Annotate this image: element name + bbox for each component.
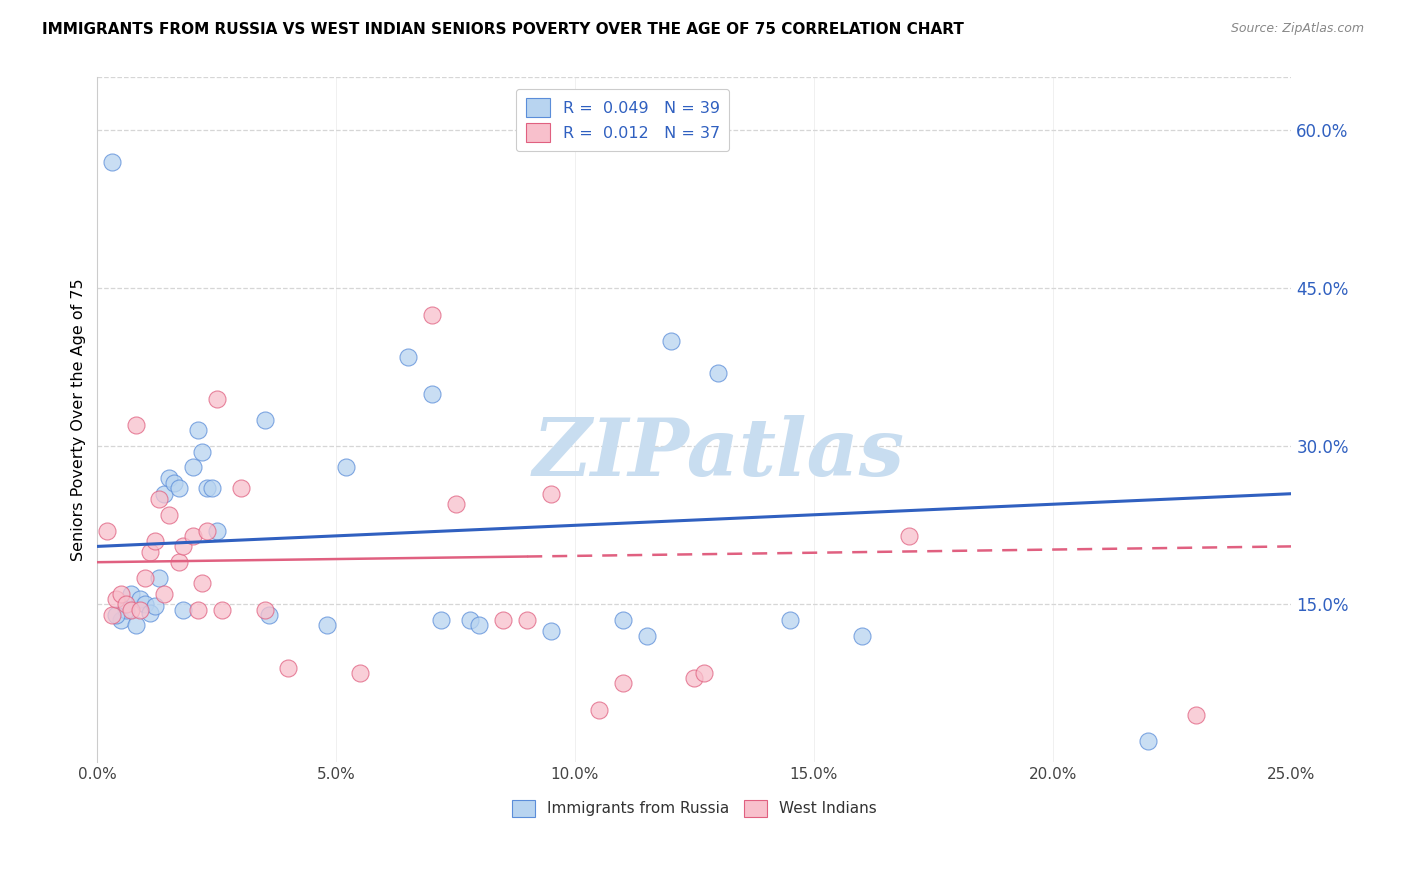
Point	[707, 366, 730, 380]
Point	[120, 587, 142, 601]
Point	[134, 598, 156, 612]
Point	[134, 571, 156, 585]
Point	[157, 471, 180, 485]
Point	[612, 676, 634, 690]
Point	[105, 607, 128, 622]
Point	[851, 629, 873, 643]
Point	[143, 534, 166, 549]
Point	[898, 529, 921, 543]
Point	[120, 602, 142, 616]
Point	[181, 460, 204, 475]
Point	[659, 334, 682, 348]
Point	[588, 703, 610, 717]
Point	[229, 482, 252, 496]
Point	[100, 154, 122, 169]
Point	[396, 350, 419, 364]
Text: ZIPatlas: ZIPatlas	[533, 416, 904, 493]
Point	[516, 613, 538, 627]
Point	[187, 602, 209, 616]
Point	[458, 613, 481, 627]
Point	[349, 665, 371, 680]
Point	[115, 602, 138, 616]
Point	[148, 571, 170, 585]
Point	[335, 460, 357, 475]
Point	[167, 482, 190, 496]
Point	[129, 602, 152, 616]
Point	[124, 418, 146, 433]
Point	[683, 671, 706, 685]
Point	[444, 497, 467, 511]
Text: Source: ZipAtlas.com: Source: ZipAtlas.com	[1230, 22, 1364, 36]
Point	[148, 491, 170, 506]
Point	[315, 618, 337, 632]
Point	[191, 576, 214, 591]
Point	[191, 444, 214, 458]
Point	[153, 587, 176, 601]
Point	[153, 486, 176, 500]
Point	[1185, 708, 1208, 723]
Point	[143, 599, 166, 614]
Point	[167, 555, 190, 569]
Point	[779, 613, 801, 627]
Point	[110, 587, 132, 601]
Point	[195, 524, 218, 538]
Point	[201, 482, 224, 496]
Point	[163, 476, 186, 491]
Point	[110, 613, 132, 627]
Point	[211, 602, 233, 616]
Point	[139, 544, 162, 558]
Point	[129, 592, 152, 607]
Point	[195, 482, 218, 496]
Legend: Immigrants from Russia, West Indians: Immigrants from Russia, West Indians	[506, 793, 883, 823]
Point	[172, 540, 194, 554]
Point	[468, 618, 491, 632]
Point	[172, 602, 194, 616]
Point	[100, 607, 122, 622]
Point	[420, 386, 443, 401]
Point	[540, 624, 562, 638]
Point	[1137, 734, 1160, 748]
Point	[277, 660, 299, 674]
Point	[157, 508, 180, 522]
Point	[430, 613, 453, 627]
Point	[124, 618, 146, 632]
Y-axis label: Seniors Poverty Over the Age of 75: Seniors Poverty Over the Age of 75	[72, 278, 86, 561]
Point	[636, 629, 658, 643]
Point	[253, 413, 276, 427]
Point	[187, 424, 209, 438]
Point	[96, 524, 118, 538]
Point	[139, 606, 162, 620]
Text: IMMIGRANTS FROM RUSSIA VS WEST INDIAN SENIORS POVERTY OVER THE AGE OF 75 CORRELA: IMMIGRANTS FROM RUSSIA VS WEST INDIAN SE…	[42, 22, 965, 37]
Point	[205, 392, 228, 406]
Point	[253, 602, 276, 616]
Point	[115, 598, 138, 612]
Point	[612, 613, 634, 627]
Point	[540, 486, 562, 500]
Point	[420, 308, 443, 322]
Point	[259, 607, 281, 622]
Point	[181, 529, 204, 543]
Point	[492, 613, 515, 627]
Point	[105, 592, 128, 607]
Point	[205, 524, 228, 538]
Point	[693, 665, 716, 680]
